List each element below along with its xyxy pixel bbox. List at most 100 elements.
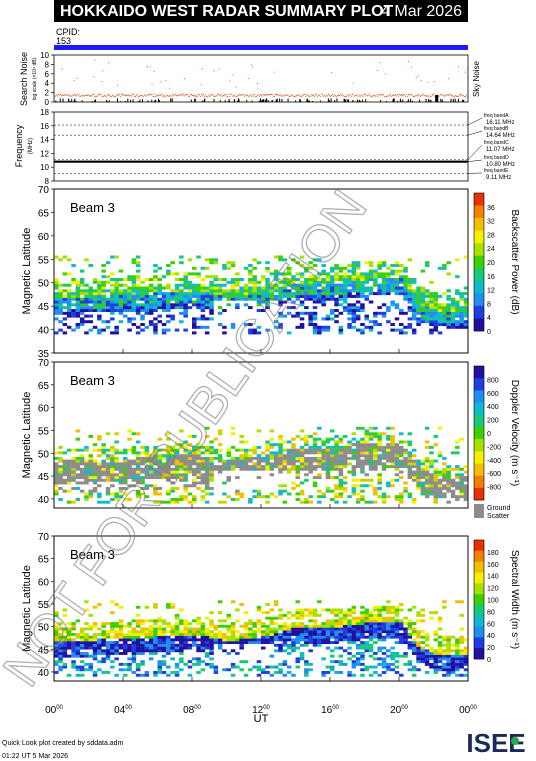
data-cell — [308, 465, 313, 469]
data-cell — [278, 627, 283, 631]
data-cell — [110, 660, 115, 664]
sky-noise-point — [174, 93, 176, 95]
data-cell — [321, 641, 326, 645]
data-cell — [110, 622, 115, 626]
data-cell — [217, 292, 223, 296]
data-cell — [299, 437, 305, 441]
data-cell — [226, 630, 232, 634]
data-cell — [144, 619, 150, 623]
data-cell — [325, 286, 331, 290]
data-cell — [252, 328, 257, 332]
data-cell — [459, 320, 464, 324]
data-cell — [308, 435, 313, 438]
data-cell — [364, 314, 370, 318]
data-cell — [459, 489, 464, 493]
data-cell — [455, 665, 460, 669]
data-cell — [88, 314, 94, 318]
data-cell — [368, 432, 374, 436]
data-cell — [312, 300, 318, 304]
data-cell — [131, 467, 137, 471]
data-cell — [269, 445, 275, 449]
data-cell — [110, 627, 115, 631]
data-cell — [79, 278, 85, 282]
data-cell — [153, 278, 158, 282]
data-cell — [446, 261, 451, 265]
search-noise-bar — [132, 99, 134, 102]
search-noise-bar — [457, 98, 459, 102]
data-cell — [455, 300, 460, 304]
data-cell — [459, 311, 464, 315]
data-cell — [386, 445, 391, 449]
data-cell — [179, 495, 184, 499]
data-cell — [170, 476, 175, 480]
data-cell — [394, 613, 400, 617]
data-cell — [364, 462, 370, 466]
data-cell — [334, 264, 339, 268]
data-cell — [196, 445, 201, 449]
data-cell — [386, 272, 391, 276]
data-cell — [192, 478, 197, 482]
data-cell — [157, 467, 163, 471]
data-cell — [377, 619, 382, 623]
data-cell — [153, 445, 158, 449]
sky-noise-point — [368, 93, 370, 95]
sky-noise-point — [399, 94, 401, 96]
data-cell — [187, 286, 193, 290]
data-cell — [299, 325, 305, 329]
sky-noise-point — [355, 94, 357, 96]
data-cell — [377, 272, 382, 276]
data-cell — [131, 297, 137, 301]
data-cell — [299, 616, 305, 620]
data-cell — [455, 289, 460, 293]
data-cell — [312, 630, 318, 634]
data-cell — [299, 283, 305, 287]
data-cell — [338, 662, 344, 666]
data-cell — [105, 487, 111, 490]
data-cell — [144, 673, 150, 677]
data-cell — [110, 303, 115, 307]
data-cell — [295, 297, 301, 301]
data-cell — [295, 454, 301, 458]
sky-noise-point — [192, 95, 193, 97]
data-cell — [127, 646, 132, 650]
data-cell — [390, 445, 395, 449]
data-cell — [459, 635, 464, 639]
data-cell — [321, 624, 326, 628]
data-cell — [105, 306, 111, 310]
data-cell — [455, 473, 460, 477]
data-cell — [355, 317, 361, 321]
data-cell — [381, 275, 387, 279]
data-cell — [54, 624, 59, 628]
data-cell — [317, 300, 322, 304]
sky-noise-point — [220, 94, 222, 96]
colorbar-label: Backscatter Power (dB) — [509, 209, 520, 314]
data-cell — [135, 325, 141, 329]
data-cell — [196, 303, 201, 307]
sky-noise-outlier — [93, 76, 95, 78]
data-cell — [360, 448, 365, 452]
data-cell — [360, 328, 365, 332]
data-cell — [75, 652, 81, 655]
data-cell — [334, 646, 339, 650]
data-cell — [437, 616, 443, 620]
data-cell — [334, 297, 339, 301]
data-cell — [325, 665, 331, 669]
data-cell — [446, 317, 451, 321]
sky-noise-point — [346, 94, 348, 96]
data-cell — [278, 448, 283, 452]
data-cell — [429, 309, 434, 313]
colorbar-frame — [473, 192, 485, 332]
data-cell — [381, 627, 387, 631]
data-cell — [446, 311, 451, 315]
data-cell — [330, 289, 335, 293]
data-cell — [334, 611, 339, 615]
sky-noise-point — [136, 93, 138, 95]
sky-noise-point — [172, 94, 174, 96]
data-cell — [446, 481, 451, 485]
data-cell — [183, 306, 188, 310]
data-cell — [325, 470, 331, 474]
data-cell — [381, 638, 387, 642]
data-cell — [170, 643, 175, 647]
data-cell — [411, 292, 417, 296]
data-cell — [330, 608, 335, 612]
